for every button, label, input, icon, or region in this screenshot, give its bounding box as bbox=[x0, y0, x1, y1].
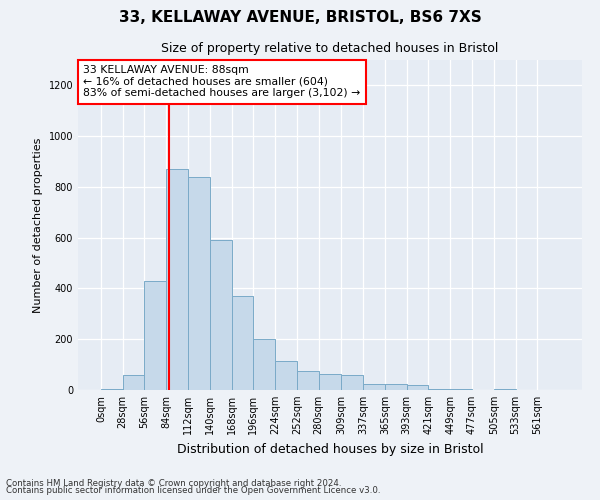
Bar bbox=[166, 169, 188, 390]
Bar bbox=[385, 384, 407, 390]
Bar bbox=[407, 385, 428, 390]
Bar bbox=[319, 374, 341, 390]
Bar bbox=[297, 371, 319, 390]
Bar bbox=[253, 339, 275, 390]
Text: Contains public sector information licensed under the Open Government Licence v3: Contains public sector information licen… bbox=[6, 486, 380, 495]
Bar bbox=[341, 375, 363, 390]
Text: Contains HM Land Registry data © Crown copyright and database right 2024.: Contains HM Land Registry data © Crown c… bbox=[6, 478, 341, 488]
Bar bbox=[210, 240, 232, 390]
Bar bbox=[232, 296, 253, 390]
Bar bbox=[494, 389, 515, 390]
Text: 33, KELLAWAY AVENUE, BRISTOL, BS6 7XS: 33, KELLAWAY AVENUE, BRISTOL, BS6 7XS bbox=[119, 10, 481, 25]
Bar bbox=[275, 361, 297, 390]
Bar bbox=[122, 375, 145, 390]
Bar bbox=[101, 388, 122, 390]
Bar bbox=[363, 384, 385, 390]
Bar bbox=[145, 281, 166, 390]
X-axis label: Distribution of detached houses by size in Bristol: Distribution of detached houses by size … bbox=[176, 442, 484, 456]
Y-axis label: Number of detached properties: Number of detached properties bbox=[33, 138, 43, 312]
Text: 33 KELLAWAY AVENUE: 88sqm
← 16% of detached houses are smaller (604)
83% of semi: 33 KELLAWAY AVENUE: 88sqm ← 16% of detac… bbox=[83, 65, 360, 98]
Bar bbox=[188, 177, 210, 390]
Bar bbox=[428, 388, 450, 390]
Title: Size of property relative to detached houses in Bristol: Size of property relative to detached ho… bbox=[161, 42, 499, 54]
